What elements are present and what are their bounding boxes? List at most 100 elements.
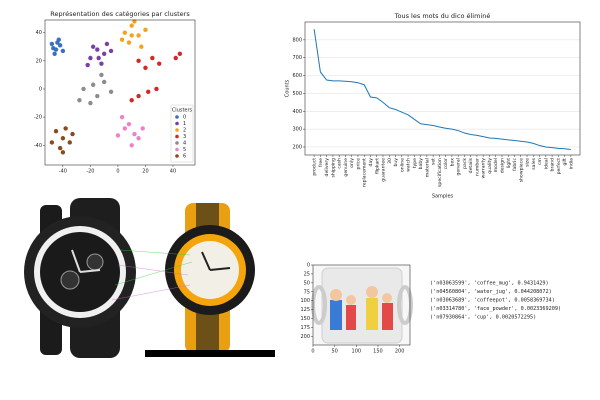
legend-marker bbox=[175, 141, 179, 145]
point bbox=[99, 61, 104, 66]
mug-image bbox=[311, 265, 413, 345]
point bbox=[140, 126, 145, 131]
point bbox=[88, 100, 93, 106]
point bbox=[136, 136, 141, 141]
hand bbox=[71, 249, 81, 273]
legend-label: 2 bbox=[183, 128, 186, 134]
point bbox=[81, 86, 86, 92]
x-tick-label: color bbox=[443, 158, 449, 169]
x-tick-label: sales bbox=[531, 157, 537, 169]
prediction: ('n03063599', 'coffee_mug', 0.9431429) bbox=[430, 281, 549, 287]
point bbox=[95, 93, 100, 99]
chart-title: Tous les mots du dico éliminé bbox=[394, 12, 491, 20]
x-tick-label: design bbox=[499, 158, 505, 173]
x-tick-label: perfect bbox=[556, 158, 562, 175]
black-bar bbox=[145, 350, 275, 357]
x-tick-label: delivery bbox=[324, 158, 330, 177]
y-tick-label: -40 bbox=[34, 143, 42, 149]
point bbox=[60, 48, 66, 54]
match-lines bbox=[111, 249, 193, 301]
point bbox=[136, 33, 141, 38]
match-line bbox=[119, 249, 191, 256]
x-tick-label: online bbox=[399, 158, 405, 172]
legend-marker bbox=[175, 147, 179, 152]
point bbox=[101, 79, 107, 85]
legend-marker bbox=[175, 134, 179, 139]
legend-box bbox=[170, 104, 194, 163]
point bbox=[132, 131, 137, 137]
x-tick-label: -40 bbox=[59, 169, 67, 175]
plot-frame bbox=[304, 21, 581, 156]
line bbox=[313, 29, 571, 150]
y-tick-label: 75 bbox=[304, 289, 310, 295]
y-tick-label: 20 bbox=[36, 58, 42, 64]
point bbox=[126, 121, 132, 127]
point bbox=[157, 61, 162, 66]
plot-frame bbox=[312, 264, 411, 346]
point bbox=[57, 43, 63, 48]
point bbox=[49, 140, 55, 145]
point bbox=[88, 55, 93, 61]
y-tick-label: 500 bbox=[292, 91, 302, 97]
x-tick-label: buy bbox=[393, 158, 399, 167]
x-tick-label: day bbox=[368, 158, 374, 167]
point bbox=[77, 98, 82, 103]
x-tick-label: size bbox=[525, 158, 531, 167]
point bbox=[90, 44, 96, 49]
point bbox=[143, 27, 148, 33]
prediction: ('n04560804', 'water_jug', 0.044208072) bbox=[430, 289, 552, 295]
figure bbox=[346, 295, 356, 305]
figure bbox=[330, 300, 342, 330]
point bbox=[136, 58, 141, 64]
prediction: ('n03063689', 'coffeepot', 0.0058369734) bbox=[430, 298, 555, 304]
point bbox=[52, 51, 57, 56]
legend-title: Clusters bbox=[172, 108, 193, 114]
x-tick-label: warranty bbox=[481, 158, 487, 179]
prediction: ('n07930864', 'cup', 0.0020572295) bbox=[430, 315, 536, 321]
y-tick-label: 25 bbox=[304, 271, 310, 277]
point bbox=[53, 129, 59, 134]
point bbox=[108, 89, 114, 94]
point bbox=[104, 41, 110, 47]
x-tick-label: watch bbox=[406, 158, 412, 172]
y-tick-label: 700 bbox=[292, 55, 302, 61]
figure bbox=[366, 298, 378, 330]
legend-label: 5 bbox=[183, 147, 186, 153]
x-tick-label: 0 bbox=[311, 349, 314, 355]
point bbox=[129, 23, 134, 28]
figure bbox=[346, 305, 356, 330]
legend-marker bbox=[175, 154, 179, 158]
point bbox=[129, 143, 134, 148]
x-tick-label: india bbox=[568, 158, 574, 169]
y-tick-label: 200 bbox=[300, 334, 310, 340]
x-tick-label: flipkart bbox=[374, 158, 380, 174]
point bbox=[122, 126, 128, 131]
point bbox=[60, 136, 66, 141]
point bbox=[129, 33, 134, 38]
x-tick-label: number bbox=[474, 158, 480, 176]
match-line bbox=[117, 264, 189, 276]
point bbox=[99, 72, 104, 78]
x-tick-label: specification bbox=[437, 158, 443, 187]
y-tick-label: 300 bbox=[292, 127, 302, 133]
x-tick-label: material bbox=[424, 158, 430, 177]
figure bbox=[366, 286, 378, 298]
point bbox=[119, 37, 125, 42]
x-tick-label: 20 bbox=[142, 169, 148, 175]
x-tick-label: set bbox=[431, 158, 437, 165]
x-tick-label: genuine bbox=[343, 158, 349, 177]
legend-marker bbox=[175, 115, 179, 119]
y-tick-label: 600 bbox=[292, 73, 302, 79]
y-tick-label: 400 bbox=[292, 109, 302, 115]
point bbox=[126, 40, 132, 45]
legend-label: 4 bbox=[183, 141, 186, 147]
x-tick-label: brand bbox=[550, 158, 556, 172]
match-line bbox=[111, 284, 191, 301]
x-axis-label: Samples bbox=[432, 194, 454, 200]
x-tick-label: free bbox=[318, 158, 324, 167]
point bbox=[49, 41, 55, 47]
point bbox=[129, 98, 134, 103]
figure bbox=[330, 289, 342, 301]
x-tick-label: guarantee bbox=[381, 158, 387, 182]
